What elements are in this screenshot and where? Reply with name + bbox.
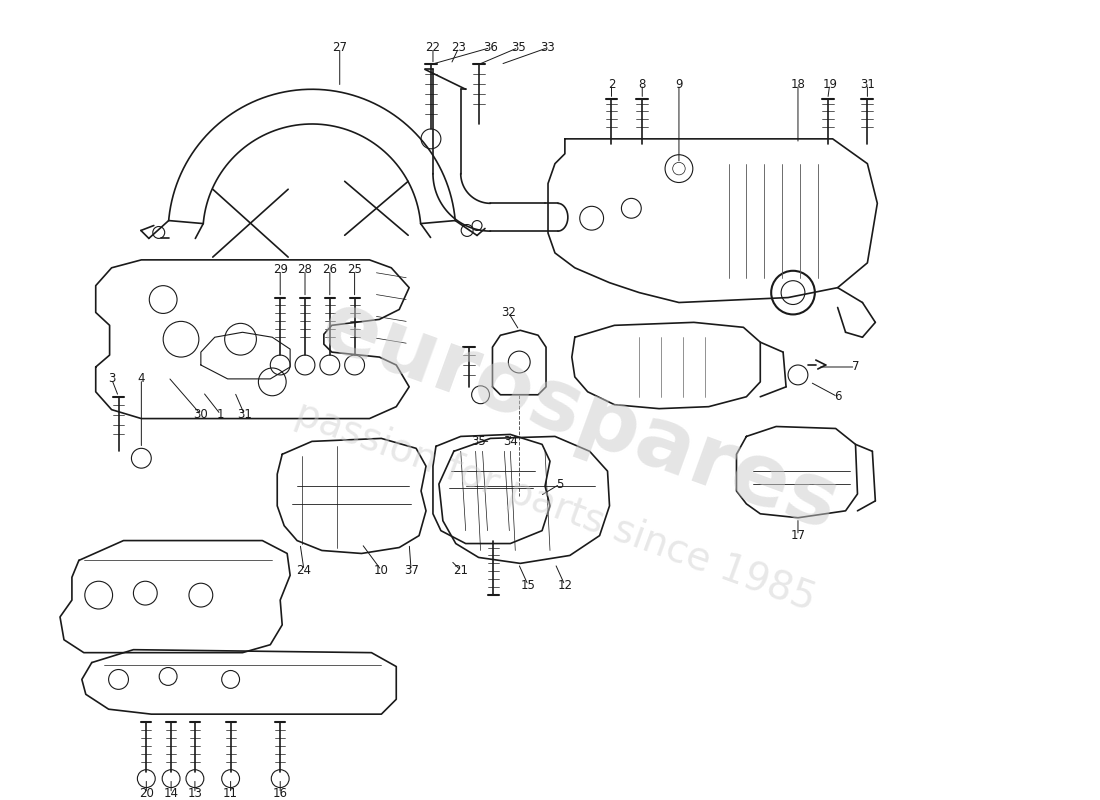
Text: 17: 17 bbox=[791, 529, 805, 542]
Text: 4: 4 bbox=[138, 372, 145, 386]
Text: eurospares: eurospares bbox=[309, 285, 850, 549]
Text: 35: 35 bbox=[510, 41, 526, 54]
Text: 31: 31 bbox=[238, 408, 252, 421]
Text: 25: 25 bbox=[348, 263, 362, 276]
Text: 12: 12 bbox=[558, 578, 572, 592]
Text: 26: 26 bbox=[322, 263, 338, 276]
Text: 21: 21 bbox=[453, 564, 469, 577]
Text: 27: 27 bbox=[332, 41, 348, 54]
Text: 13: 13 bbox=[187, 787, 202, 800]
Text: 2: 2 bbox=[607, 78, 615, 91]
Text: 18: 18 bbox=[791, 78, 805, 91]
Text: 14: 14 bbox=[164, 787, 178, 800]
Text: 36: 36 bbox=[483, 41, 498, 54]
Text: 8: 8 bbox=[639, 78, 646, 91]
Text: 33: 33 bbox=[540, 41, 556, 54]
Text: 35: 35 bbox=[471, 435, 486, 448]
Text: 22: 22 bbox=[426, 41, 440, 54]
Text: 15: 15 bbox=[520, 578, 536, 592]
Text: 10: 10 bbox=[374, 564, 388, 577]
Text: passion for parts since 1985: passion for parts since 1985 bbox=[289, 394, 821, 618]
Text: 11: 11 bbox=[223, 787, 238, 800]
Text: 19: 19 bbox=[822, 78, 837, 91]
Text: 37: 37 bbox=[404, 564, 419, 577]
Text: 6: 6 bbox=[834, 390, 842, 403]
Text: 31: 31 bbox=[860, 78, 875, 91]
Text: 7: 7 bbox=[851, 361, 859, 374]
Text: 28: 28 bbox=[298, 263, 312, 276]
Text: 30: 30 bbox=[194, 408, 208, 421]
Text: 20: 20 bbox=[139, 787, 154, 800]
Text: 23: 23 bbox=[451, 41, 466, 54]
Text: 24: 24 bbox=[297, 564, 311, 577]
Text: 3: 3 bbox=[108, 372, 115, 386]
Text: 29: 29 bbox=[273, 263, 288, 276]
Text: 32: 32 bbox=[500, 306, 516, 319]
Text: 34: 34 bbox=[503, 435, 518, 448]
Text: 1: 1 bbox=[217, 408, 224, 421]
Text: 16: 16 bbox=[273, 787, 288, 800]
Text: 9: 9 bbox=[675, 78, 683, 91]
Text: 5: 5 bbox=[557, 478, 563, 490]
